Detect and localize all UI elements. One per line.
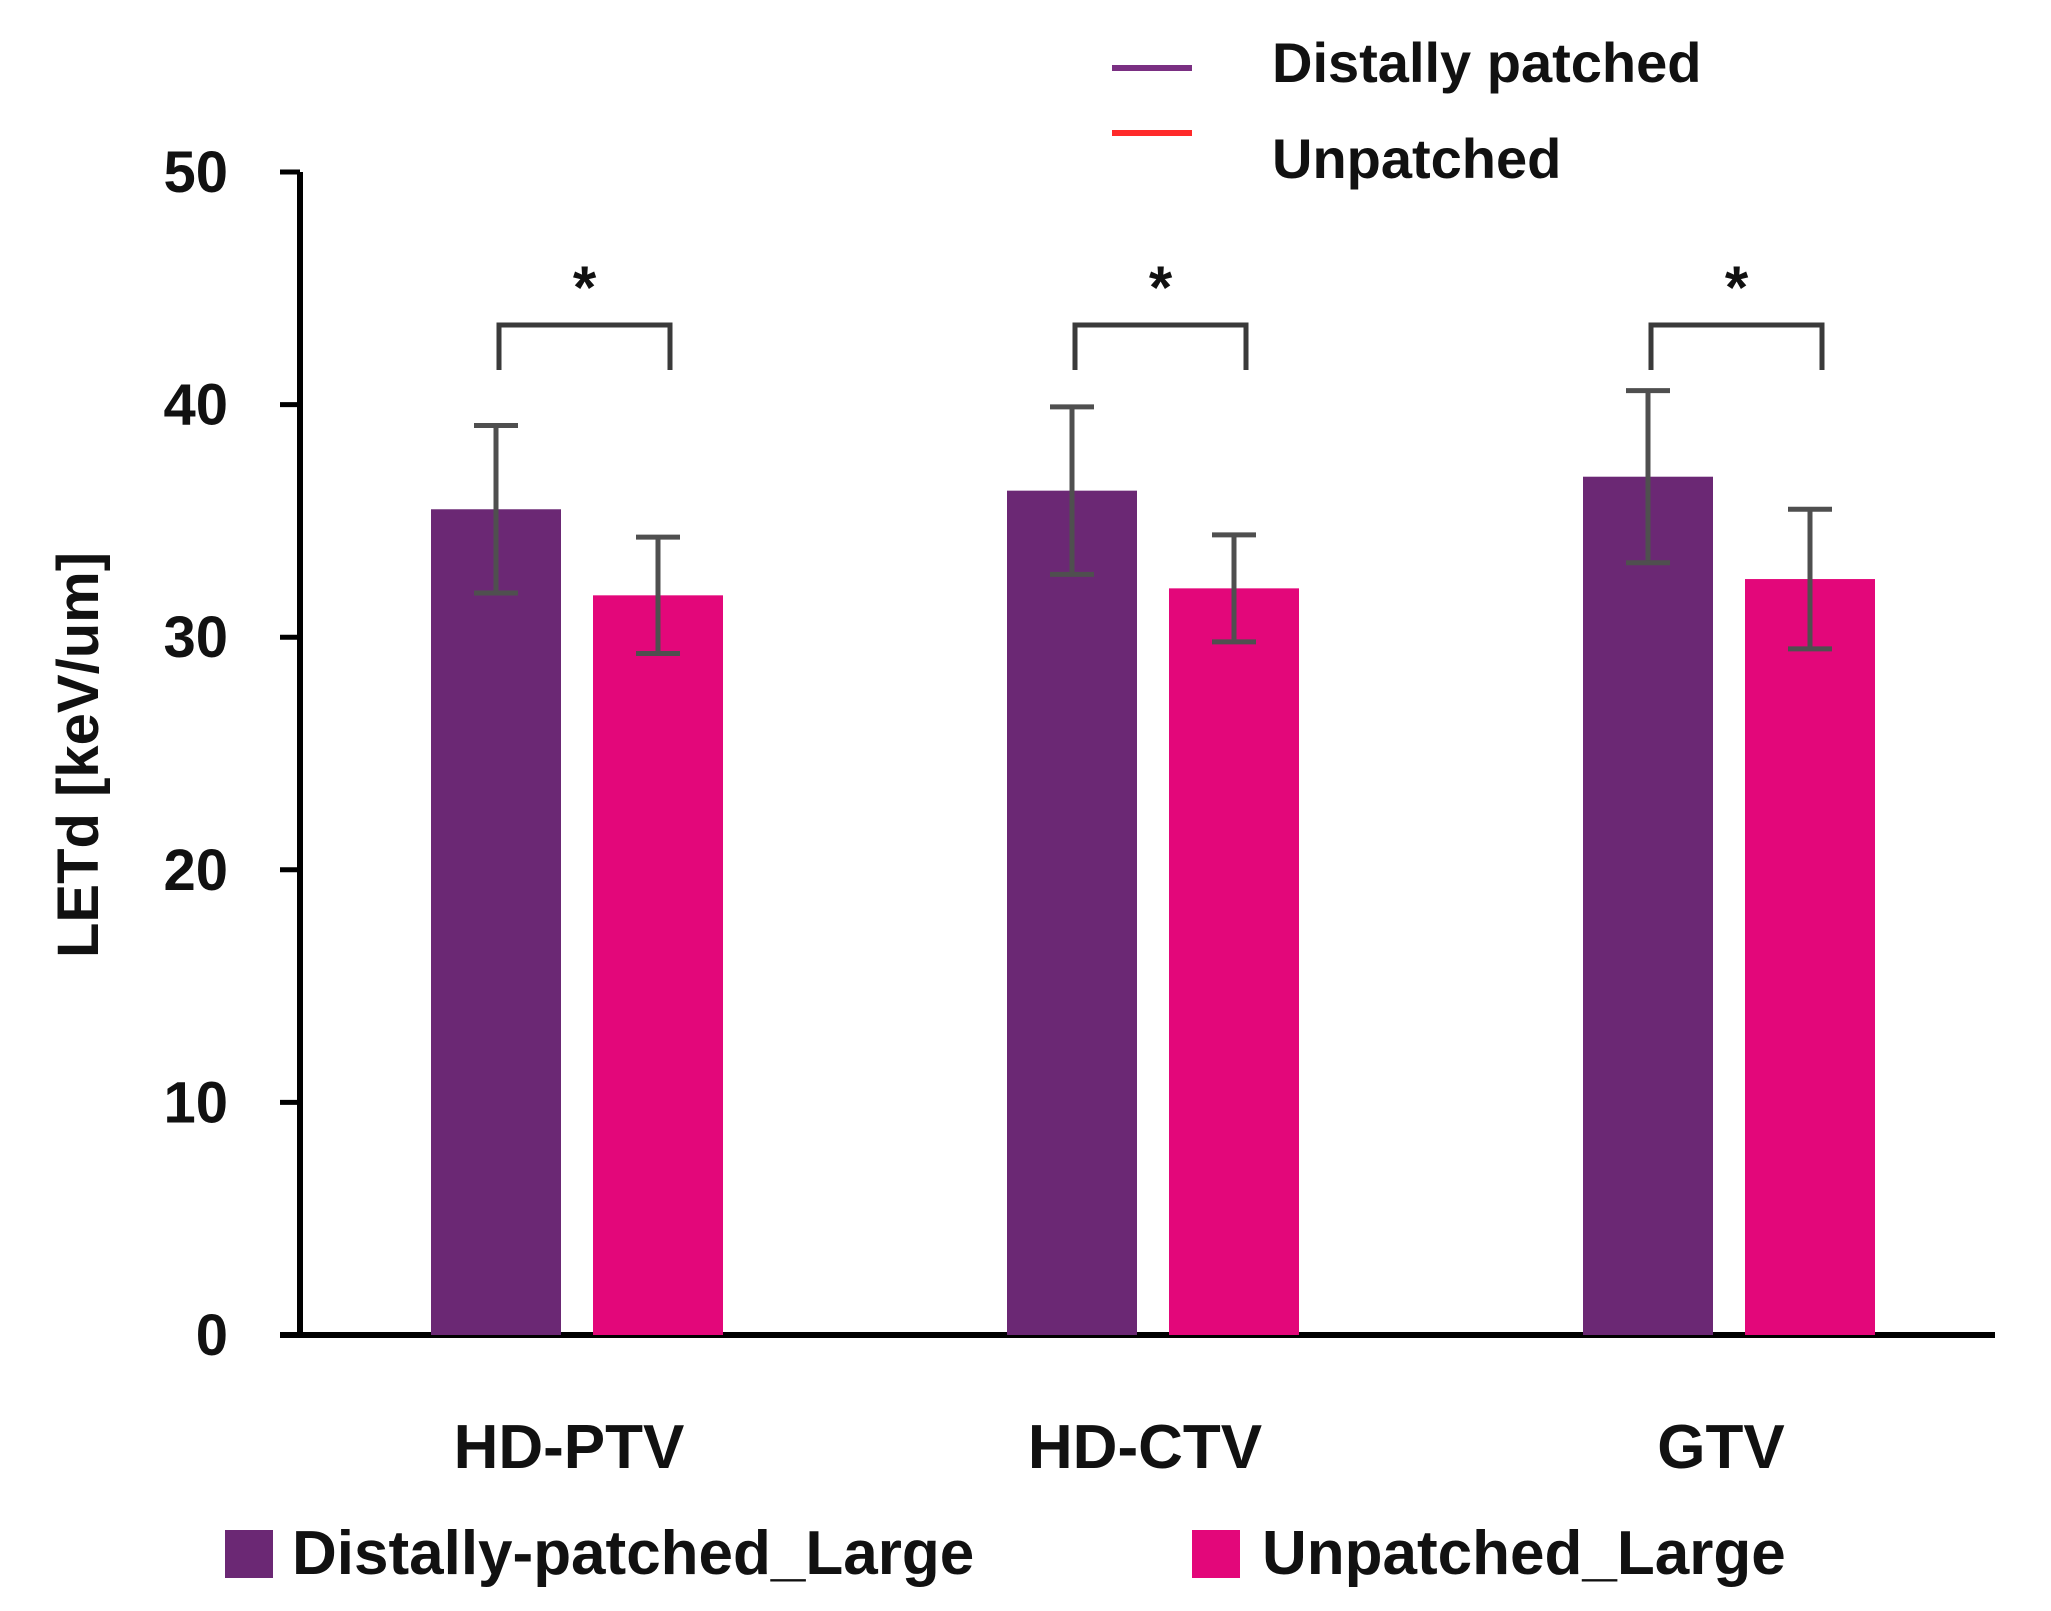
category-label-hd-ctv: HD-CTV xyxy=(1028,1413,1262,1482)
significance-star: * xyxy=(1149,254,1173,321)
legend-swatch-distally-patched-large xyxy=(225,1530,273,1578)
bar-unpatched-large-hd-ptv xyxy=(593,595,723,1335)
legend-label-distally-patched-large: Distally-patched_Large xyxy=(292,1519,974,1588)
legend-top: Distally patched Unpatched xyxy=(1112,31,1701,190)
significance-bracket xyxy=(496,322,673,370)
legend-label-unpatched-large: Unpatched_Large xyxy=(1262,1519,1786,1588)
legend-top-label-unpatched: Unpatched xyxy=(1272,127,1561,190)
y-tick-label: 10 xyxy=(163,1070,228,1135)
y-axis-label: LETd [keV/um] xyxy=(46,552,111,958)
error-bars xyxy=(474,388,1832,656)
y-tick-label: 20 xyxy=(163,838,228,903)
legend-top-label-distally-patched: Distally patched xyxy=(1272,31,1701,94)
significance-bracket xyxy=(1072,322,1249,370)
legend-swatch-unpatched-large xyxy=(1192,1530,1240,1578)
y-tick-label: 0 xyxy=(196,1303,228,1368)
legend-bottom: Distally-patched_Large Unpatched_Large xyxy=(225,1519,1786,1588)
bars xyxy=(431,476,1875,1335)
category-label-hd-ptv: HD-PTV xyxy=(454,1413,685,1482)
category-label-gtv: GTV xyxy=(1657,1413,1784,1482)
significance-star: * xyxy=(1725,254,1749,321)
category-labels: HD-PTV HD-CTV GTV xyxy=(454,1413,1785,1482)
significance-star: * xyxy=(573,254,597,321)
bar-distally-patched-large-hd-ptv xyxy=(431,509,561,1335)
y-tick-label: 30 xyxy=(163,605,228,670)
bar-unpatched-large-hd-ctv xyxy=(1169,588,1299,1335)
y-ticks: 0 10 20 30 40 50 xyxy=(163,140,300,1368)
bar-distally-patched-large-gtv xyxy=(1583,476,1713,1335)
significance-markers: * * * xyxy=(496,254,1825,370)
bar-distally-patched-large-hd-ctv xyxy=(1007,490,1137,1335)
y-tick-label: 40 xyxy=(163,373,228,438)
y-tick-label: 50 xyxy=(163,140,228,205)
significance-bracket xyxy=(1648,322,1825,370)
bar-unpatched-large-gtv xyxy=(1745,579,1875,1335)
